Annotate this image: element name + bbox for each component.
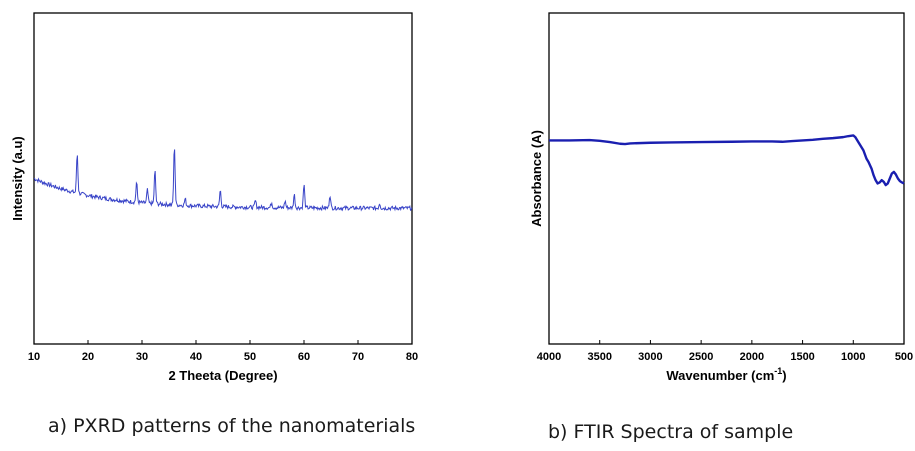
pxrd-x-tick-label: 30 [136,351,148,363]
ftir-x-axis-title: Wavenumber (cm-1) [666,366,786,383]
pxrd-x-axis-title: 2 Theeta (Degree) [168,368,277,383]
ftir-x-axis-title-main: Wavenumber (cm [666,368,774,383]
ftir-y-axis-title: Absorbance (A) [529,130,544,227]
ftir-panel: 4000 3500 3000 2500 2000 1500 1000 500 Wavenumbe… [458,0,915,451]
ftir-chart: 4000 3500 3000 2500 2000 1500 1000 500 Wavenumbe… [529,12,913,383]
pxrd-y-axis-title: Intensity (a.u) [10,136,25,221]
ftir-x-axis-title-tail: ) [782,368,786,383]
ftir-x-tick-label: 2500 [689,351,713,363]
ftir-x-tick-label: 4000 [537,351,561,363]
ftir-x-tick-label: 500 [895,351,913,363]
ftir-plot-frame [548,12,905,345]
ftir-x-tick-label: 2000 [740,351,764,363]
pxrd-x-tick-label: 40 [190,351,202,363]
pxrd-panel: 10 20 30 40 50 60 70 80 2 Theeta (Degree) Intensi… [10,12,418,437]
ftir-x-tick-label: 3500 [587,351,611,363]
ftir-x-tick-label: 1000 [841,351,865,363]
pxrd-series-line [33,149,413,212]
pxrd-x-tick-label: 70 [352,351,364,363]
pxrd-x-tick-label: 10 [28,351,40,363]
ftir-caption: b) FTIR Spectra of sample [548,421,794,443]
ftir-x-axis-title-superscript: -1 [774,366,782,376]
pxrd-chart: 10 20 30 40 50 60 70 80 2 Theeta (Degree) Intensi… [10,12,418,383]
pxrd-x-tick-label: 20 [82,351,94,363]
ftir-x-tick-label: 3000 [638,351,662,363]
ftir-x-tick-label: 1500 [790,351,814,363]
ftir-series-line [549,134,905,187]
pxrd-x-tick-label: 50 [244,351,256,363]
pxrd-plot-frame [33,12,413,345]
pxrd-x-tick-label: 80 [406,351,418,363]
pxrd-caption: a) PXRD patterns of the nanomaterials [48,415,416,437]
pxrd-x-tick-label: 60 [298,351,310,363]
